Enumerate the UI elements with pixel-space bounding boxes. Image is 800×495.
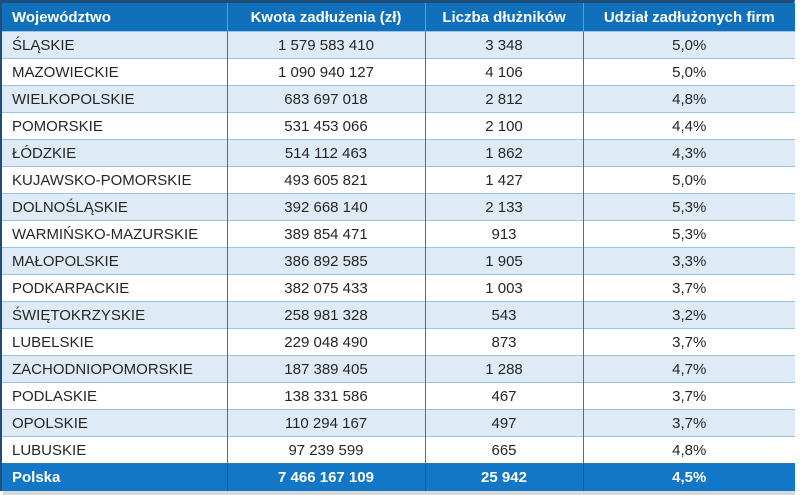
cell-wojewodztwo: OPOLSKIE <box>2 409 227 437</box>
cell-kwota: 258 981 328 <box>226 301 425 329</box>
debt-by-voivodeship-table: Województwo Kwota zadłużenia (zł) Liczba… <box>2 3 795 491</box>
table-row: KUJAWSKO-POMORSKIE 493 605 821 1 427 5,0% <box>2 166 795 194</box>
cell-udzial: 3,7% <box>582 328 795 356</box>
cell-udzial: 3,7% <box>582 274 795 302</box>
cell-udzial: 3,2% <box>582 301 795 329</box>
cell-udzial: 3,3% <box>582 247 795 275</box>
cell-liczba: 665 <box>424 436 583 464</box>
cell-udzial: 5,0% <box>582 166 795 194</box>
cell-kwota: 1 579 583 410 <box>226 31 425 59</box>
total-udzial: 4,5% <box>582 463 795 491</box>
cell-liczba: 467 <box>424 382 583 410</box>
cell-liczba: 913 <box>424 220 583 248</box>
cell-wojewodztwo: ŁÓDZKIE <box>2 139 227 167</box>
total-row: Polska 7 466 167 109 25 942 4,5% <box>2 463 795 491</box>
table-row: POMORSKIE 531 453 066 2 100 4,4% <box>2 112 795 140</box>
table-row: PODKARPACKIE 382 075 433 1 003 3,7% <box>2 274 795 302</box>
cell-liczba: 4 106 <box>424 58 583 86</box>
cell-kwota: 386 892 585 <box>226 247 425 275</box>
column-header-udzial-zadluzonych-firm: Udział zadłużonych firm <box>582 3 795 32</box>
table-row: PODLASKIE 138 331 586 467 3,7% <box>2 382 795 410</box>
cell-wojewodztwo: KUJAWSKO-POMORSKIE <box>2 166 227 194</box>
cell-udzial: 4,7% <box>582 355 795 383</box>
cell-wojewodztwo: LUBELSKIE <box>2 328 227 356</box>
cell-udzial: 3,7% <box>582 382 795 410</box>
table-row: WIELKOPOLSKIE 683 697 018 2 812 4,8% <box>2 85 795 113</box>
table-row: LUBUSKIE 97 239 599 665 4,8% <box>2 436 795 464</box>
cell-wojewodztwo: WIELKOPOLSKIE <box>2 85 227 113</box>
cell-kwota: 683 697 018 <box>226 85 425 113</box>
cell-wojewodztwo: DOLNOŚLĄSKIE <box>2 193 227 221</box>
cell-wojewodztwo: MAZOWIECKIE <box>2 58 227 86</box>
cell-udzial: 4,8% <box>582 436 795 464</box>
cell-kwota: 187 389 405 <box>226 355 425 383</box>
cell-wojewodztwo: PODLASKIE <box>2 382 227 410</box>
cell-wojewodztwo: POMORSKIE <box>2 112 227 140</box>
cell-udzial: 5,0% <box>582 31 795 59</box>
cell-wojewodztwo: ZACHODNIOPOMORSKIE <box>2 355 227 383</box>
cell-udzial: 5,0% <box>582 58 795 86</box>
total-liczba: 25 942 <box>424 463 583 491</box>
cell-kwota: 382 075 433 <box>226 274 425 302</box>
cell-kwota: 97 239 599 <box>226 436 425 464</box>
cell-kwota: 389 854 471 <box>226 220 425 248</box>
cell-liczba: 2 812 <box>424 85 583 113</box>
cell-udzial: 5,3% <box>582 193 795 221</box>
cell-kwota: 138 331 586 <box>226 382 425 410</box>
table-row: ZACHODNIOPOMORSKIE 187 389 405 1 288 4,7% <box>2 355 795 383</box>
cell-liczba: 2 133 <box>424 193 583 221</box>
cell-wojewodztwo: LUBUSKIE <box>2 436 227 464</box>
table-row: ŁÓDZKIE 514 112 463 1 862 4,3% <box>2 139 795 167</box>
total-kwota: 7 466 167 109 <box>226 463 425 491</box>
table-drop-shadow <box>3 491 795 495</box>
column-header-wojewodztwo: Województwo <box>2 3 227 32</box>
cell-liczba: 1 905 <box>424 247 583 275</box>
table-body: ŚLĄSKIE 1 579 583 410 3 348 5,0% MAZOWIECKIE… <box>2 31 795 464</box>
table-row: ŚLĄSKIE 1 579 583 410 3 348 5,0% <box>2 31 795 59</box>
cell-udzial: 4,3% <box>582 139 795 167</box>
column-header-liczba-dluznikow: Liczba dłużników <box>424 3 583 32</box>
cell-kwota: 531 453 066 <box>226 112 425 140</box>
cell-liczba: 1 862 <box>424 139 583 167</box>
cell-liczba: 543 <box>424 301 583 329</box>
column-header-kwota-zadluzenia: Kwota zadłużenia (zł) <box>226 3 425 32</box>
cell-liczba: 1 427 <box>424 166 583 194</box>
header-row: Województwo Kwota zadłużenia (zł) Liczba… <box>2 3 795 32</box>
table-row: OPOLSKIE 110 294 167 497 3,7% <box>2 409 795 437</box>
cell-kwota: 493 605 821 <box>226 166 425 194</box>
cell-udzial: 4,4% <box>582 112 795 140</box>
cell-kwota: 514 112 463 <box>226 139 425 167</box>
cell-kwota: 1 090 940 127 <box>226 58 425 86</box>
cell-wojewodztwo: MAŁOPOLSKIE <box>2 247 227 275</box>
cell-liczba: 3 348 <box>424 31 583 59</box>
cell-liczba: 873 <box>424 328 583 356</box>
table-row: ŚWIĘTOKRZYSKIE 258 981 328 543 3,2% <box>2 301 795 329</box>
cell-kwota: 110 294 167 <box>226 409 425 437</box>
cell-wojewodztwo: ŚWIĘTOKRZYSKIE <box>2 301 227 329</box>
cell-kwota: 229 048 490 <box>226 328 425 356</box>
table-row: MAZOWIECKIE 1 090 940 127 4 106 5,0% <box>2 58 795 86</box>
cell-kwota: 392 668 140 <box>226 193 425 221</box>
cell-wojewodztwo: ŚLĄSKIE <box>2 31 227 59</box>
cell-liczba: 2 100 <box>424 112 583 140</box>
table-row: MAŁOPOLSKIE 386 892 585 1 905 3,3% <box>2 247 795 275</box>
cell-liczba: 1 288 <box>424 355 583 383</box>
table-row: DOLNOŚLĄSKIE 392 668 140 2 133 5,3% <box>2 193 795 221</box>
table-row: LUBELSKIE 229 048 490 873 3,7% <box>2 328 795 356</box>
cell-liczba: 1 003 <box>424 274 583 302</box>
table-row: WARMIŃSKO-MAZURSKIE 389 854 471 913 5,3% <box>2 220 795 248</box>
cell-liczba: 497 <box>424 409 583 437</box>
cell-udzial: 3,7% <box>582 409 795 437</box>
cell-wojewodztwo: PODKARPACKIE <box>2 274 227 302</box>
cell-wojewodztwo: WARMIŃSKO-MAZURSKIE <box>2 220 227 248</box>
cell-udzial: 5,3% <box>582 220 795 248</box>
total-label: Polska <box>2 463 227 491</box>
cell-udzial: 4,8% <box>582 85 795 113</box>
